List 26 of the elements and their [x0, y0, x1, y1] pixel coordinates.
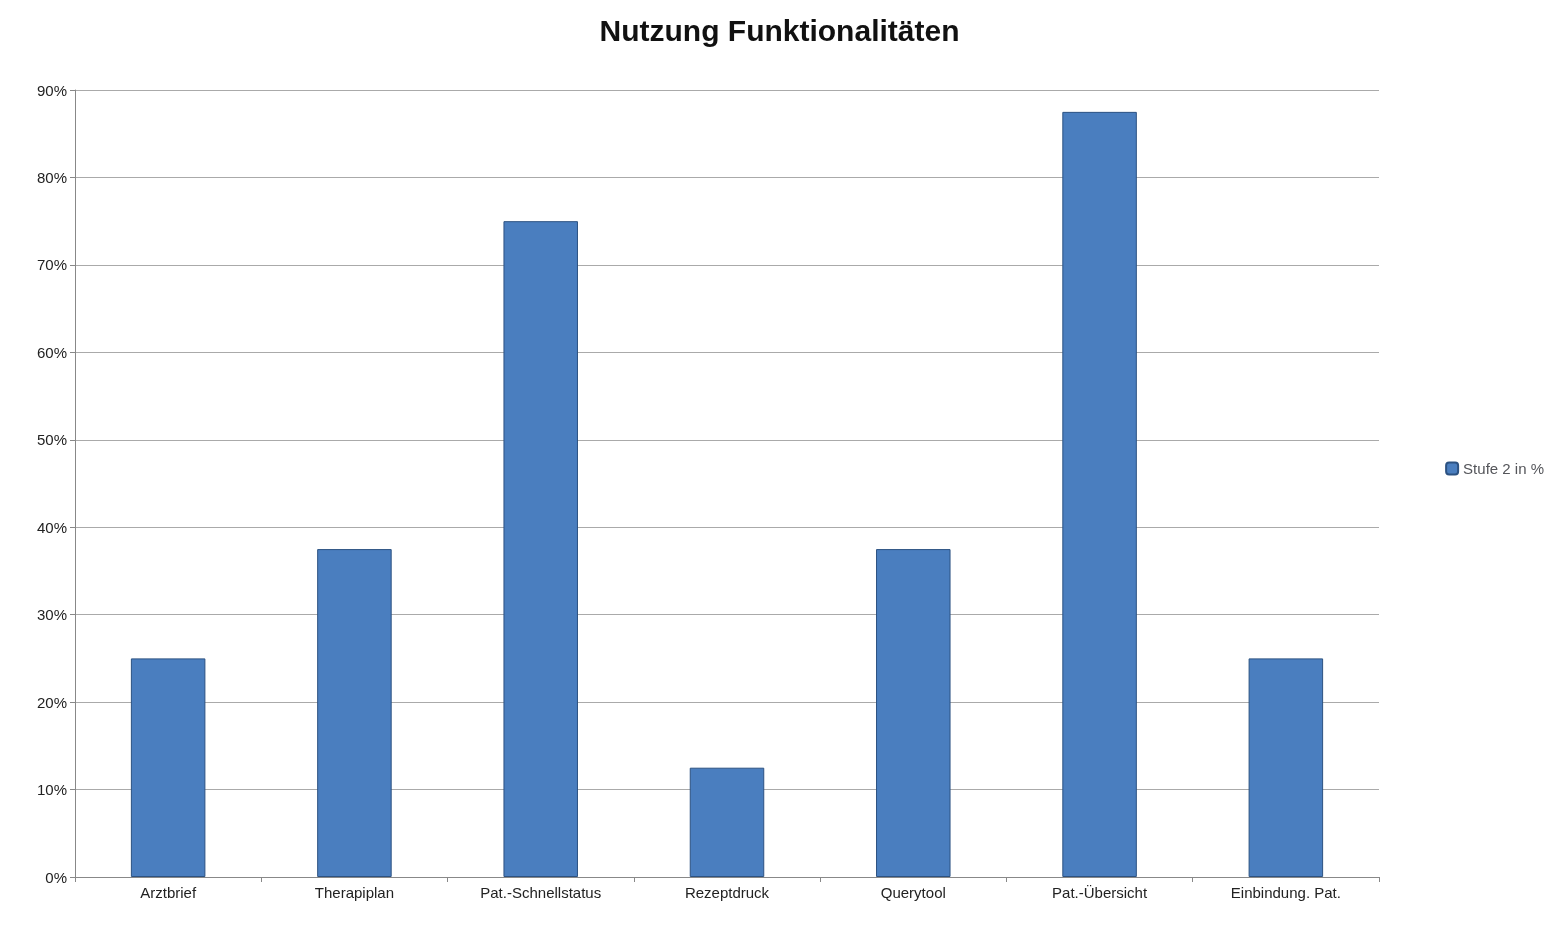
y-tick-label: 10%: [36, 781, 67, 799]
x-tick-label: Pat.-Übersicht: [1052, 884, 1148, 901]
x-tick-label: Arztbrief: [140, 884, 197, 901]
legend-label: Stufe 2 in %: [1463, 460, 1545, 477]
y-tick-label: 30%: [36, 606, 67, 624]
y-tick-label: 90%: [36, 81, 67, 99]
y-tick-label: 80%: [36, 168, 67, 186]
bar: [689, 767, 765, 877]
chart-title: Nutzung Funktionalitäten: [599, 13, 960, 47]
bar: [1248, 658, 1324, 877]
y-tick-label: 70%: [36, 256, 67, 274]
y-tick-label: 40%: [36, 518, 67, 536]
y-tick-label: 20%: [36, 693, 67, 711]
x-tick-label: Rezeptdruck: [684, 884, 770, 901]
bar: [1062, 111, 1137, 877]
x-tick-label: Einbindung. Pat.: [1230, 884, 1341, 901]
y-tick-label: 0%: [45, 868, 67, 886]
bar: [130, 658, 206, 877]
bar: [503, 221, 578, 877]
x-tick-label: Querytool: [880, 884, 946, 901]
y-tick-label: 60%: [36, 343, 67, 361]
x-tick-label: Therapiplan: [314, 884, 395, 901]
bar: [876, 549, 951, 877]
x-tick-label: Pat.-Schnellstatus: [480, 884, 602, 901]
y-tick-label: 50%: [36, 431, 67, 449]
bar: [317, 549, 392, 877]
